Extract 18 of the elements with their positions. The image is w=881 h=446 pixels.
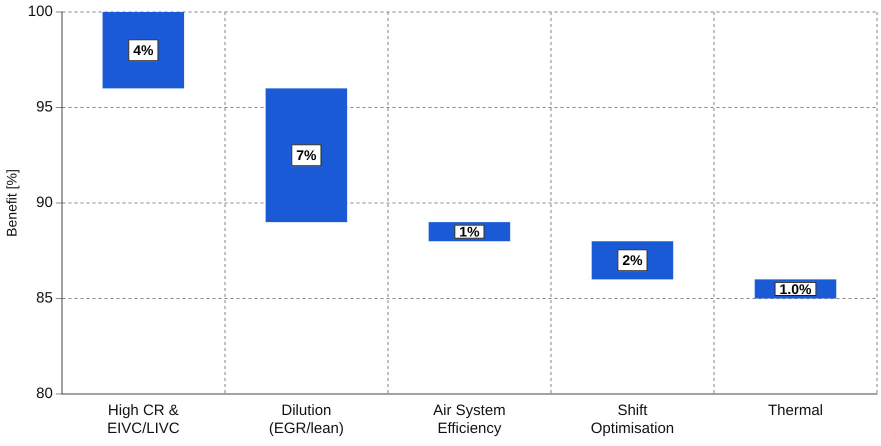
x-tick-label: Shift Optimisation xyxy=(590,402,674,438)
y-axis-title: Benefit [%] xyxy=(3,169,20,237)
data-label: 1.0% xyxy=(780,280,812,297)
data-label: 7% xyxy=(296,147,318,164)
x-tick-label: Dilution (EGR/lean) xyxy=(268,402,344,438)
x-tick-label: High CR & EIVC/LIVC xyxy=(107,402,180,438)
y-tick-label: 95 xyxy=(36,98,53,116)
data-label: 2% xyxy=(622,252,644,268)
data-label: 1% xyxy=(459,224,480,240)
data-label: 4% xyxy=(133,42,154,58)
x-tick-label: Air System Efficiency xyxy=(433,402,506,438)
bar xyxy=(102,12,184,88)
y-tick-label: 85 xyxy=(36,290,53,307)
y-tick-label: 90 xyxy=(36,194,53,212)
bar xyxy=(266,88,348,222)
x-tick-label: Thermal xyxy=(768,402,823,420)
y-tick-label: 100 xyxy=(28,3,53,20)
y-tick-label: 80 xyxy=(36,385,53,402)
